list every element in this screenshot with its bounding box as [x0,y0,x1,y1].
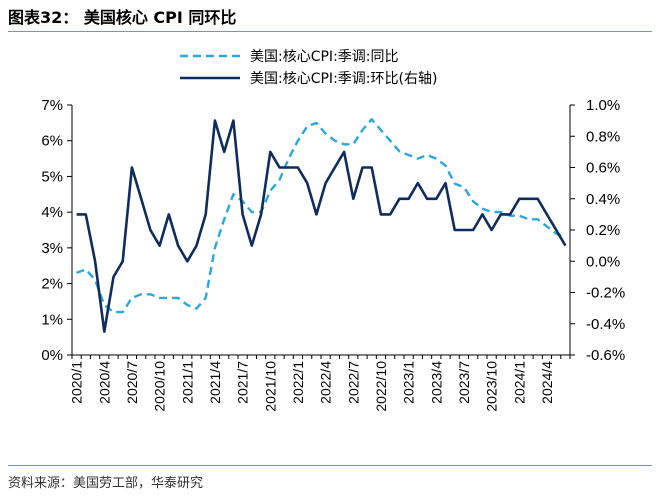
x-tick-label: 2023/1 [401,361,417,404]
right-tick-label: 0.6% [586,160,620,177]
axes: 0% 1% 2% 3% 4% 5% 6% 7% -0.6% -0.4% -0.2% 0.0% 0.2% 0… [41,97,625,412]
left-tick-label: 4% [41,204,63,221]
x-tick-label: 2022/10 [373,361,389,412]
legend-label: 美国:核心CPI:季调:同比 [250,49,399,65]
x-tick-label: 2023/4 [428,361,444,404]
source-rule [8,465,652,466]
right-tick-label: -0.6% [586,347,625,364]
x-tick-label: 2022/1 [290,361,306,404]
right-tick-label: -0.2% [586,285,625,302]
left-tick-label: 3% [41,240,63,257]
right-tick-label: 0.0% [586,253,620,270]
right-tick-label: 1.0% [586,97,620,114]
x-tick-label: 2024/1 [511,361,527,404]
x-tick-label: 2022/4 [318,361,334,404]
x-tick-label: 2020/1 [69,361,85,404]
left-tick-label: 6% [41,133,63,150]
left-tick-label: 0% [41,347,63,364]
right-tick-label: 0.8% [586,128,620,145]
legend-label: 美国:核心CPI:季调:环比(右轴) [250,71,437,87]
right-tick-label: -0.4% [586,316,625,333]
left-tick-label: 2% [41,276,63,293]
mom-series-line [76,119,567,333]
right-tick-label: 0.4% [586,191,620,208]
left-tick-label: 7% [41,97,63,114]
x-tick-label: 2024/4 [539,361,555,404]
figure-title: 图表32： 美国核心 CPI 同环比 [8,8,237,27]
x-tick-label: 2020/4 [96,361,112,404]
x-tick-label: 2021/4 [207,361,223,404]
series-lines [76,118,567,333]
x-tick-label: 2023/7 [456,361,472,404]
x-tick-label: 2020/7 [124,361,140,404]
title-rule [8,31,652,32]
x-tick-label: 2022/7 [345,361,361,404]
x-tick-label: 2023/10 [484,361,500,412]
right-tick-label: 0.2% [586,222,620,239]
source-note: 资料来源：美国劳工部，华泰研究 [8,476,204,491]
left-tick-label: 1% [41,311,63,328]
yoy-series-line [76,118,566,314]
x-tick-label: 2021/7 [235,361,251,404]
left-tick-label: 5% [41,168,63,185]
x-tick-label: 2021/10 [262,361,278,412]
x-tick-label: 2020/10 [152,361,168,412]
x-tick-label: 2021/1 [179,361,195,404]
